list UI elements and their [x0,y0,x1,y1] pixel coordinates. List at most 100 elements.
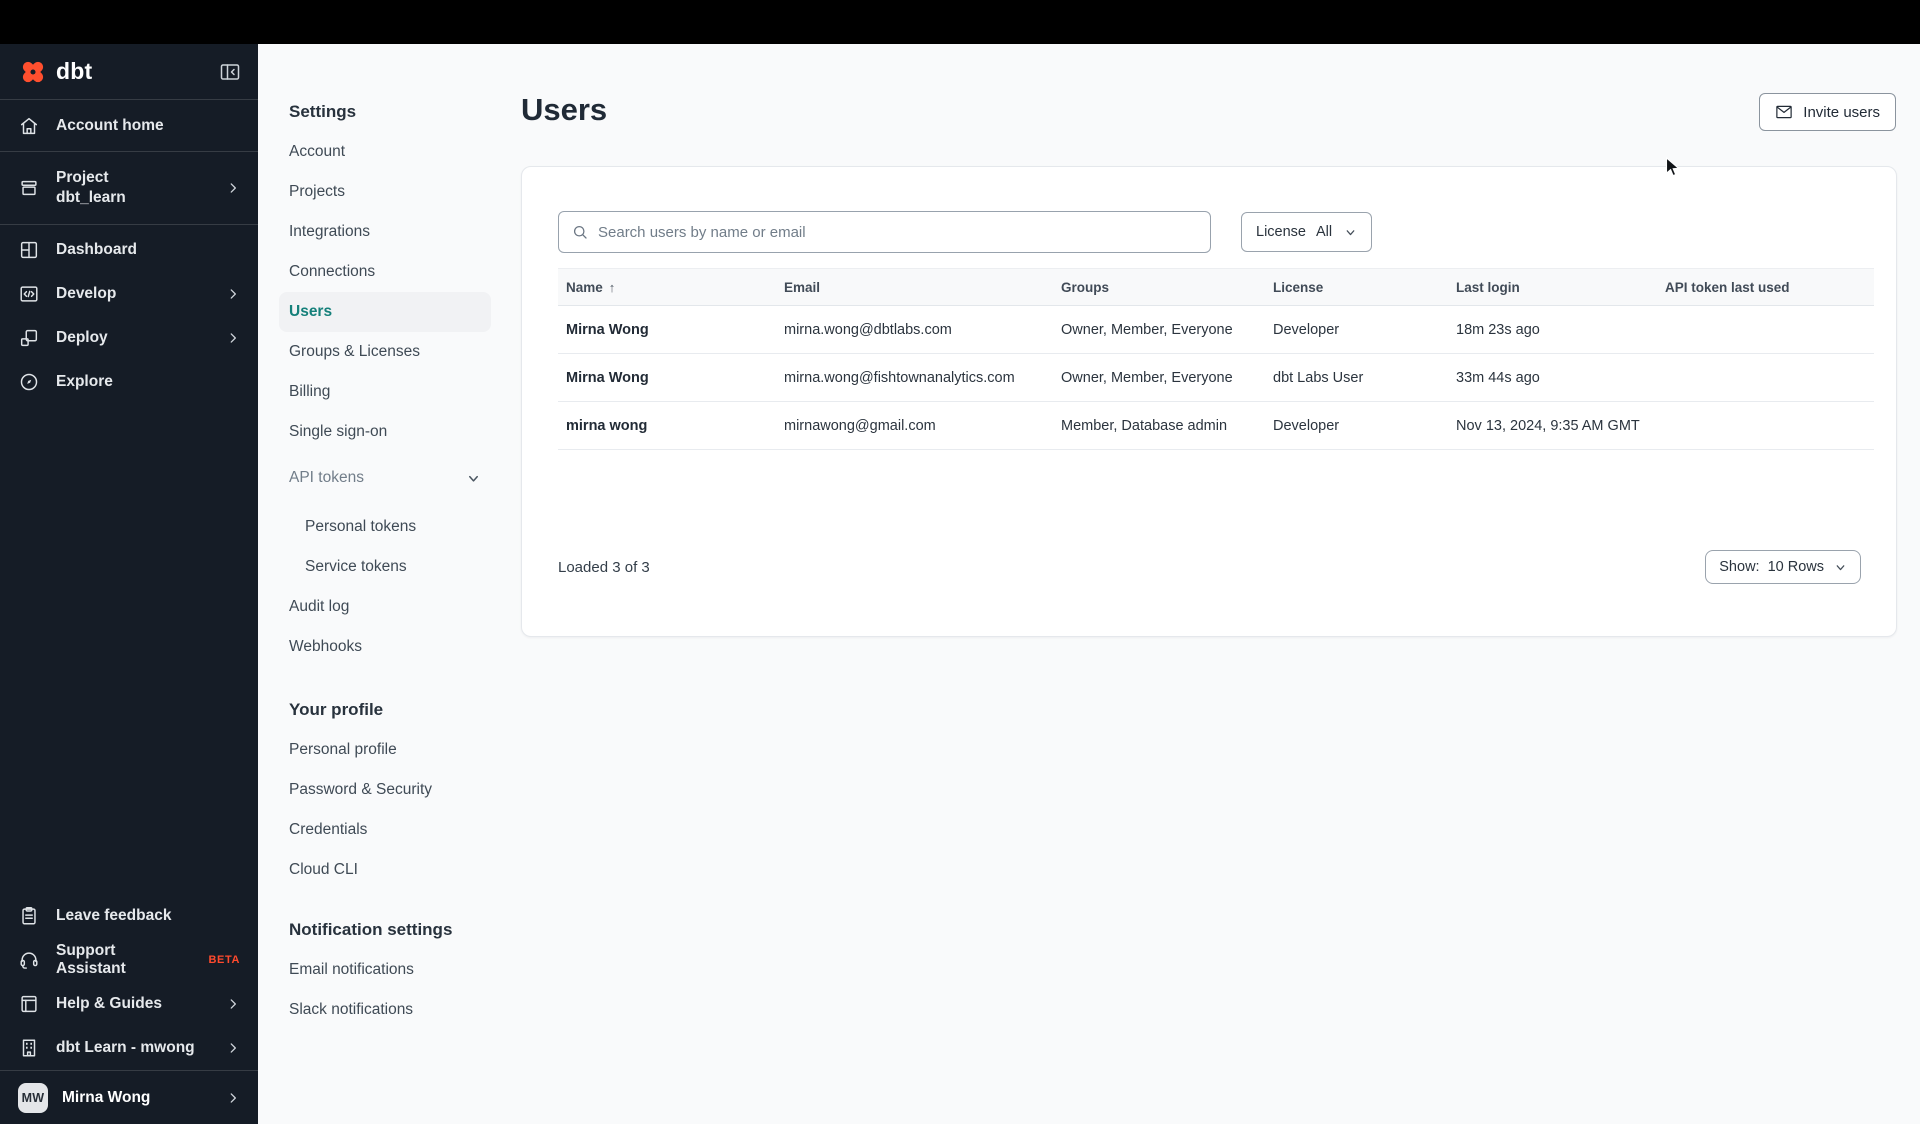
sidebar-item-develop[interactable]: Develop [0,272,258,316]
settings-nav-item-slack-notifications[interactable]: Slack notifications [289,1001,414,1018]
your-profile-title: Your profile [289,700,384,719]
settings-nav: Settings Account Projects Integrations C… [258,44,510,1030]
column-header-api-token[interactable]: API token last used [1665,279,1790,295]
settings-nav-item-password-security[interactable]: Password & Security [289,781,432,798]
table-header-row: Name ↑ Email Groups License Last login AP… [558,268,1874,306]
sidebar-item-leave-feedback[interactable]: Leave feedback [0,894,258,938]
search-icon [571,223,589,241]
chevron-right-icon [226,1041,240,1055]
settings-nav-item-service-tokens[interactable]: Service tokens [305,558,407,575]
settings-nav-item-projects[interactable]: Projects [289,183,345,200]
user-groups-cell: Member, Database admin [1061,417,1228,434]
table-footer: Loaded 3 of 3 Show: 10 Rows [558,550,1861,584]
sidebar-item-dashboard[interactable]: Dashboard [0,228,258,272]
settings-nav-item-webhooks[interactable]: Webhooks [289,638,362,655]
invite-users-label: Invite users [1803,103,1880,121]
user-email-cell: mirna.wong@dbtlabs.com [784,321,952,338]
settings-nav-title: Settings [289,102,357,121]
clipboard-icon [18,905,40,927]
sidebar-collapse-icon[interactable] [218,60,242,84]
home-icon [18,115,40,137]
user-last-login-cell: 18m 23s ago [1456,321,1540,338]
sidebar-user-menu[interactable]: MW Mirna Wong [0,1070,258,1124]
license-filter-value: All [1315,224,1333,240]
search-input[interactable] [598,223,1198,241]
sidebar-header: dbt [0,44,258,100]
settings-nav-item-account[interactable]: Account [289,143,346,160]
table-row[interactable]: Mirna Wong mirna.wong@fishtownanalytics.… [558,354,1874,402]
search-box [558,211,1211,253]
chevron-right-icon [226,181,240,195]
settings-nav-item-api-tokens[interactable]: API tokens [279,458,491,498]
settings-nav-item-credentials[interactable]: Credentials [289,821,368,838]
user-name-cell: Mirna Wong [566,369,649,386]
chevron-down-icon [1344,226,1357,239]
chevron-right-icon [226,331,240,345]
settings-nav-item-integrations[interactable]: Integrations [289,223,370,240]
rows-per-page-dropdown[interactable]: Show: 10 Rows [1705,550,1861,584]
show-label: Show: [1719,559,1760,575]
dbt-logo-icon [18,57,48,87]
sidebar-item-deploy[interactable]: Deploy [0,316,258,360]
settings-nav-item-personal-tokens[interactable]: Personal tokens [305,518,417,535]
user-last-login-cell: 33m 44s ago [1456,369,1540,386]
sidebar-item-project[interactable]: Project dbt_learn [0,152,258,225]
users-table: Name ↑ Email Groups License Last login AP… [558,268,1874,450]
users-toolbar: License All [558,211,1872,253]
settings-nav-item-users[interactable]: Users [279,292,491,332]
sidebar-item-label: dbt Learn - mwong [56,1039,195,1056]
notification-settings-title: Notification settings [289,920,453,939]
book-icon [18,993,40,1015]
sidebar-footer: Leave feedback Support Assistant BETA He… [0,894,258,1124]
user-name-cell: mirna wong [566,417,648,434]
user-groups-cell: Owner, Member, Everyone [1061,321,1233,338]
settings-nav-item-email-notifications[interactable]: Email notifications [289,961,414,978]
users-card: License All Name ↑ Email Groups License L… [521,166,1897,637]
sidebar-item-label: Leave feedback [56,907,172,924]
column-header-name[interactable]: Name ↑ [566,280,784,295]
headset-icon [18,949,40,971]
user-name: Mirna Wong [62,1088,151,1106]
sidebar-item-label: Dashboard [56,241,137,258]
settings-nav-item-cloud-cli[interactable]: Cloud CLI [289,861,358,878]
sidebar-item-explore[interactable]: Explore [0,360,258,404]
user-email-cell: mirnawong@gmail.com [784,417,936,434]
sidebar-item-support-assistant[interactable]: Support Assistant BETA [0,938,258,982]
chevron-right-icon [226,1091,240,1105]
sidebar-item-help-guides[interactable]: Help & Guides [0,982,258,1026]
sidebar-project-label: Project [56,169,109,186]
license-filter-label: License [1256,224,1306,240]
column-header-groups[interactable]: Groups [1061,279,1110,295]
column-header-license[interactable]: License [1273,279,1324,295]
sidebar-item-label: Deploy [56,329,108,346]
chevron-down-icon [466,471,481,486]
column-header-label: Name [566,279,603,295]
sidebar-item-dbt-learn[interactable]: dbt Learn - mwong [0,1026,258,1070]
table-row[interactable]: mirna wong mirnawong@gmail.com Member, D… [558,402,1874,450]
building-icon [18,1037,40,1059]
invite-users-button[interactable]: Invite users [1759,93,1896,131]
sidebar-item-label: Develop [56,285,117,302]
project-box-icon [18,177,40,199]
dbt-logo-text: dbt [56,58,93,84]
license-filter-dropdown[interactable]: License All [1241,212,1373,252]
column-header-last-login[interactable]: Last login [1456,279,1520,295]
loaded-count: Loaded 3 of 3 [558,558,650,576]
sidebar-item-account-home[interactable]: Account home [0,100,258,152]
settings-nav-item-single-sign-on[interactable]: Single sign-on [289,423,388,440]
sidebar-item-label: Explore [56,373,113,390]
settings-nav-item-connections[interactable]: Connections [289,263,376,280]
user-email-cell: mirna.wong@fishtownanalytics.com [784,369,1015,386]
table-row[interactable]: Mirna Wong mirna.wong@dbtlabs.com Owner,… [558,306,1874,354]
settings-nav-item-personal-profile[interactable]: Personal profile [289,741,397,758]
show-value: 10 Rows [1767,559,1824,575]
dbt-logo[interactable]: dbt [18,57,92,87]
settings-nav-item-groups-licenses[interactable]: Groups & Licenses [289,343,420,360]
page-title: Users [521,92,608,127]
column-header-email[interactable]: Email [784,279,821,295]
user-name-cell: Mirna Wong [566,321,649,338]
deploy-windows-icon [18,327,40,349]
settings-nav-item-audit-log[interactable]: Audit log [289,598,350,615]
api-tokens-label: API tokens [289,469,364,486]
settings-nav-item-billing[interactable]: Billing [289,383,331,400]
